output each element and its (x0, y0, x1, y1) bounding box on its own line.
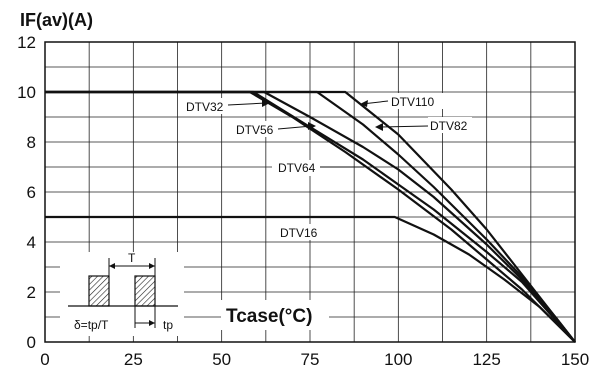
pulse-width-arrowhead (149, 320, 155, 326)
y-tick-label: 10 (17, 83, 36, 102)
x-axis-title: Tcase(°C) (226, 306, 312, 327)
period-label: T (128, 251, 136, 265)
series-line-dtv32 (45, 90, 576, 343)
arrowhead-dtv110 (360, 100, 368, 107)
y-tick-label: 2 (27, 283, 36, 302)
arrow-dtv82 (377, 125, 429, 128)
pulse-width-label: tp (163, 318, 173, 332)
y-tick-label: 4 (27, 233, 36, 252)
x-axis-title-box (221, 300, 329, 330)
series-label-dtv82: DTV82 (430, 119, 468, 133)
pulse-inset: T δ=tp/T tp (60, 251, 184, 336)
y-tick-label: 8 (27, 133, 36, 152)
label-bg-dtv64 (272, 160, 320, 176)
pulse-1 (88, 275, 110, 307)
y-tick-label: 6 (27, 183, 36, 202)
y-tick-labels: 0 2 4 6 8 10 12 (17, 33, 36, 352)
label-bg-dtv16 (274, 224, 324, 240)
series-label-dtv64: DTV64 (278, 161, 316, 175)
pulse-2 (134, 275, 156, 307)
period-arrowhead-right (149, 263, 155, 269)
arrow-dtv56 (277, 125, 313, 130)
x-tick-label: 0 (40, 350, 49, 369)
duty-cycle-label: δ=tp/T (74, 318, 109, 332)
series-lines (45, 90, 576, 343)
series-line-dtv56 (45, 90, 576, 343)
x-tick-label: 100 (384, 350, 412, 369)
arrowhead-dtv56 (308, 122, 316, 130)
series-label-dtv16: DTV16 (280, 226, 318, 240)
arrowhead-dtv82 (375, 123, 383, 131)
arrow-dtv32 (227, 102, 267, 106)
x-tick-label: 50 (212, 350, 231, 369)
series-annotations: DTV110 DTV82 DTV32 DTV56 DTV64 DTV16 (182, 93, 472, 240)
label-bg-dtv110 (388, 93, 444, 109)
label-bg-dtv32 (182, 98, 228, 114)
x-tick-labels: 0 25 50 75 100 125 150 (40, 350, 589, 369)
x-tick-label: 25 (124, 350, 143, 369)
x-tick-label: 150 (561, 350, 589, 369)
series-label-dtv32: DTV32 (186, 100, 224, 114)
label-bg-dtv82 (428, 117, 472, 133)
plot-frame (44, 41, 576, 343)
series-label-dtv110: DTV110 (391, 95, 434, 109)
x-tick-label: 75 (301, 350, 320, 369)
y-axis-title: IF(av)(A) (20, 10, 93, 30)
y-tick-label: 12 (17, 33, 36, 52)
series-label-dtv56: DTV56 (236, 123, 274, 137)
label-bg-dtv56 (230, 121, 278, 137)
arrowhead-dtv32 (262, 99, 270, 107)
series-line-dtv16 (45, 215, 576, 343)
y-tick-label: 0 (27, 333, 36, 352)
period-arrowhead-left (109, 263, 115, 269)
x-tick-label: 125 (472, 350, 500, 369)
